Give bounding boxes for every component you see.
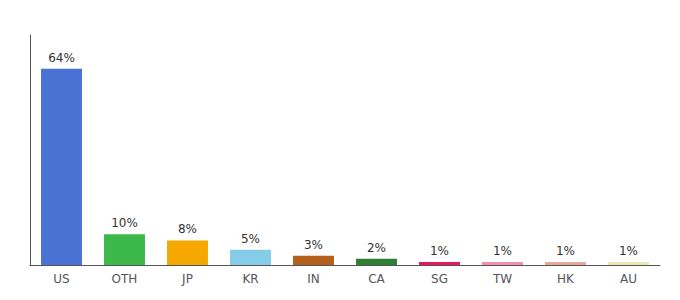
- svg-text:JP: JP: [181, 272, 193, 286]
- svg-text:1%: 1%: [430, 244, 449, 258]
- svg-text:3%: 3%: [304, 238, 323, 252]
- svg-text:1%: 1%: [619, 244, 638, 258]
- svg-text:CA: CA: [368, 272, 385, 286]
- svg-text:10%: 10%: [111, 216, 138, 230]
- svg-text:1%: 1%: [556, 244, 575, 258]
- svg-text:5%: 5%: [241, 232, 260, 246]
- svg-text:TW: TW: [492, 272, 512, 286]
- svg-text:IN: IN: [307, 272, 320, 286]
- svg-text:HK: HK: [557, 272, 575, 286]
- svg-text:SG: SG: [431, 272, 448, 286]
- svg-text:OTH: OTH: [112, 272, 138, 286]
- svg-text:1%: 1%: [493, 244, 512, 258]
- svg-text:KR: KR: [242, 272, 258, 286]
- svg-text:8%: 8%: [178, 222, 197, 236]
- svg-text:64%: 64%: [48, 51, 75, 65]
- svg-text:US: US: [53, 272, 69, 286]
- svg-text:2%: 2%: [367, 241, 386, 255]
- svg-text:AU: AU: [620, 272, 637, 286]
